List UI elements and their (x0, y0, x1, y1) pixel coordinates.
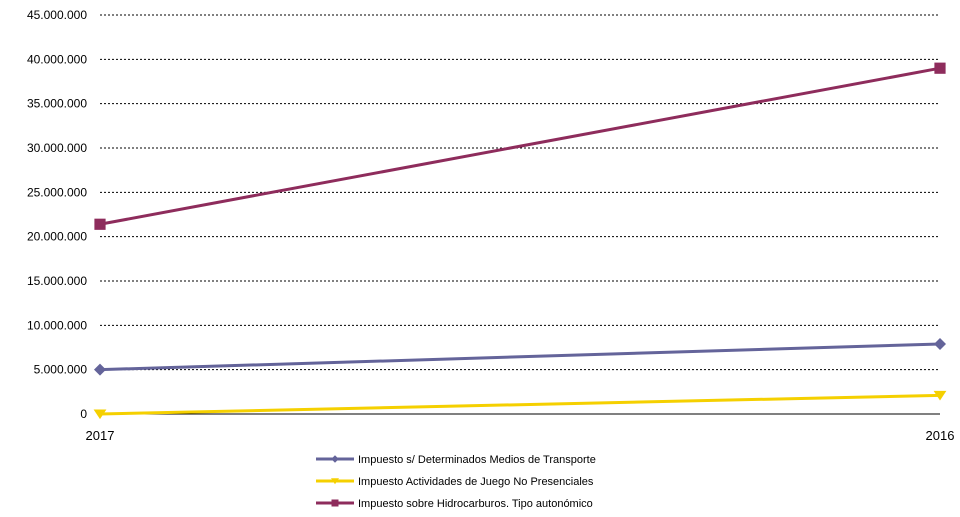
series-line (100, 344, 940, 370)
y-tick-label: 45.000.000 (27, 8, 87, 22)
series-2 (94, 63, 945, 230)
series-line (100, 395, 940, 414)
series-1 (94, 391, 947, 419)
x-tick-label: 2016 (926, 428, 955, 443)
y-tick-label: 0 (80, 407, 87, 421)
x-tick-label: 2017 (86, 428, 115, 443)
y-tick-label: 15.000.000 (27, 274, 87, 288)
legend-item: Impuesto sobre Hidrocarburos. Tipo auton… (316, 498, 593, 510)
data-point (94, 364, 106, 376)
series-lines (94, 63, 947, 420)
y-tick-label: 10.000.000 (27, 318, 87, 332)
data-point (94, 219, 105, 230)
y-axis-tick-labels: 0 5.000.000 10.000.000 15.000.000 20.000.000… (27, 8, 87, 421)
gridlines (100, 15, 940, 414)
legend-label: Impuesto s/ Determinados Medios de Trans… (358, 454, 596, 466)
y-tick-label: 5.000.000 (34, 363, 88, 377)
legend-item: Impuesto s/ Determinados Medios de Trans… (316, 454, 596, 466)
legend-marker (332, 500, 339, 507)
legend-marker (331, 455, 339, 463)
series-line (100, 68, 940, 224)
y-tick-label: 35.000.000 (27, 97, 87, 111)
legend-label: Impuesto sobre Hidrocarburos. Tipo auton… (358, 498, 593, 510)
x-axis-tick-labels: 2017 2016 (86, 428, 955, 443)
data-point (934, 338, 946, 350)
legend-label: Impuesto Actividades de Juego No Presenc… (358, 476, 594, 488)
legend-item: Impuesto Actividades de Juego No Presenc… (316, 476, 594, 488)
legend: Impuesto s/ Determinados Medios de Trans… (316, 454, 596, 510)
y-tick-label: 25.000.000 (27, 185, 87, 199)
y-tick-label: 20.000.000 (27, 230, 87, 244)
data-point (934, 63, 945, 74)
y-tick-label: 30.000.000 (27, 141, 87, 155)
y-tick-label: 40.000.000 (27, 52, 87, 66)
